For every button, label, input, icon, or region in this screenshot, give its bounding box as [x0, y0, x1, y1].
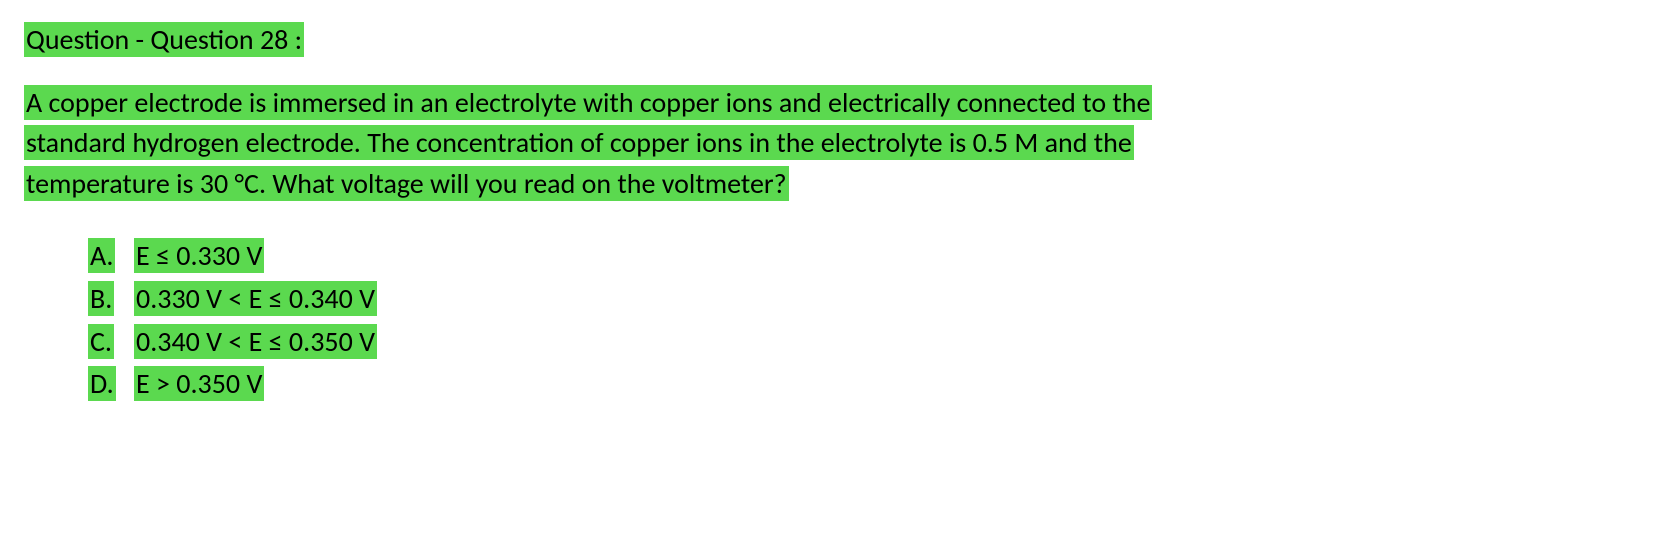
option-label-d: D.: [88, 366, 116, 401]
body-line-3: temperature is 30 °C. What voltage will …: [24, 166, 789, 201]
question-title: Question - Question 28 :: [24, 22, 304, 57]
option-text-d: E > 0.350 V: [134, 366, 264, 401]
option-text-b: 0.330 V < E ≤ 0.340 V: [134, 281, 377, 316]
option-text-a: E ≤ 0.330 V: [134, 238, 264, 273]
option-row-c: C. 0.340 V < E ≤ 0.350 V: [88, 322, 1642, 363]
option-text-c: 0.340 V < E ≤ 0.350 V: [134, 324, 377, 359]
question-body: A copper electrode is immersed in an ele…: [24, 83, 1642, 205]
option-label-c: C.: [88, 324, 114, 359]
option-label-b: B.: [88, 281, 114, 316]
option-label-a: A.: [88, 238, 115, 273]
option-row-d: D. E > 0.350 V: [88, 364, 1642, 405]
option-row-b: B. 0.330 V < E ≤ 0.340 V: [88, 279, 1642, 320]
body-line-2: standard hydrogen electrode. The concent…: [24, 125, 1134, 160]
options-list: A. E ≤ 0.330 V B. 0.330 V < E ≤ 0.340 V …: [88, 236, 1642, 404]
question-title-line: Question - Question 28 :: [24, 20, 1642, 61]
body-line-1: A copper electrode is immersed in an ele…: [24, 85, 1152, 120]
option-row-a: A. E ≤ 0.330 V: [88, 236, 1642, 277]
